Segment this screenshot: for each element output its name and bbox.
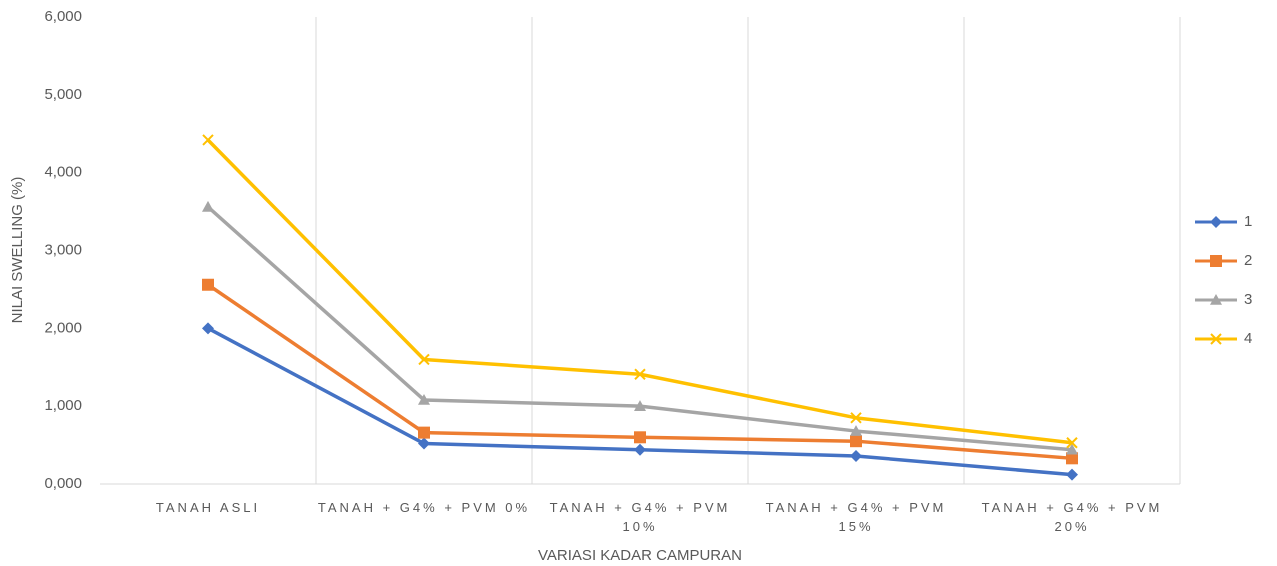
marker [418, 393, 430, 405]
y-tick-label: 1,000 [44, 397, 82, 414]
y-tick-label: 2,000 [44, 319, 82, 336]
y-tick-label: 6,000 [44, 8, 82, 25]
marker [1210, 216, 1222, 228]
x-axis-title: VARIASI KADAR CAMPURAN [538, 547, 742, 564]
marker [202, 134, 214, 146]
marker [1066, 452, 1078, 465]
marker [202, 200, 214, 212]
x-tick-label: TANAH ASLI [155, 500, 261, 515]
marker [202, 322, 214, 335]
x-tick-label: TANAH + G4% + PVM 10% [549, 500, 731, 534]
marker [850, 412, 862, 424]
marker [634, 400, 646, 411]
marker [634, 431, 646, 444]
marker [418, 437, 430, 450]
y-tick-label: 3,000 [44, 241, 82, 258]
y-tick-label: 5,000 [44, 86, 82, 103]
legend-label: 4 [1244, 330, 1252, 347]
marker [850, 449, 862, 462]
marker [1066, 468, 1078, 481]
legend-label: 1 [1244, 213, 1252, 230]
x-tick-label: TANAH + G4% + PVM 0% [317, 500, 531, 515]
marker [850, 425, 862, 436]
y-tick-label: 0,000 [44, 475, 82, 492]
legend-label: 3 [1244, 291, 1252, 308]
marker [202, 278, 214, 291]
marker [634, 368, 646, 380]
x-tick-label: TANAH + G4% + PVM 15% [765, 500, 947, 534]
y-axis-title: NILAI SWELLING (%) [9, 177, 26, 324]
marker [1066, 443, 1078, 455]
y-tick-label: 4,000 [44, 164, 82, 181]
marker [418, 426, 430, 439]
marker [1210, 294, 1222, 305]
marker [634, 443, 646, 456]
legend-label: 2 [1244, 252, 1252, 269]
series-line [206, 205, 1073, 452]
x-tick-label: TANAH + G4% + PVM 20% [981, 500, 1163, 534]
marker [1066, 437, 1078, 449]
marker [418, 353, 430, 366]
marker [1210, 255, 1222, 267]
marker [850, 435, 862, 448]
marker [1210, 333, 1222, 345]
